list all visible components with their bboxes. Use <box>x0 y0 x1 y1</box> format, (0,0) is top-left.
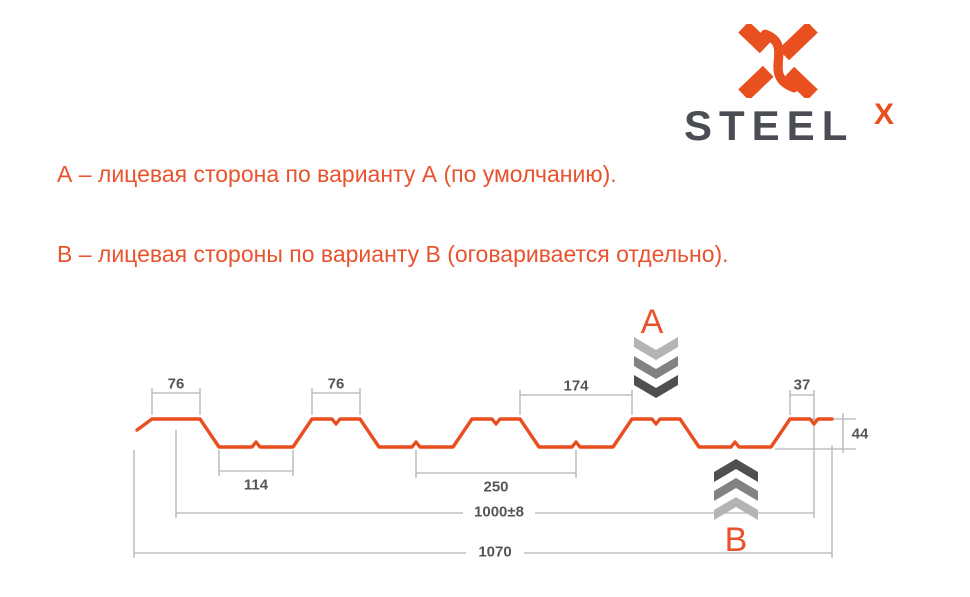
brand-wordmark: STEEL <box>684 102 855 149</box>
dim-edge-rib-label: 37 <box>793 376 811 394</box>
side-a-chevrons-icon <box>634 337 678 398</box>
logo-x-shape <box>738 24 818 98</box>
dim-overall-width-label: 1070 <box>478 543 512 561</box>
dim-valley-opening-label: 174 <box>563 377 589 395</box>
dim-crest1-label: 76 <box>167 375 185 393</box>
dim-height-label: 44 <box>851 425 869 443</box>
profile-outline <box>135 417 834 449</box>
dim-working-width-label: 1000±8 <box>474 503 524 521</box>
note-variant-a: А – лицевая сторона по варианту А (по ум… <box>57 161 617 187</box>
side-b-chevrons-icon <box>714 459 758 520</box>
steelx-logo-icon <box>738 24 818 98</box>
dim-pitch-label: 250 <box>483 478 509 496</box>
side-a-marker: A <box>640 303 664 341</box>
dim-crest2-label: 76 <box>327 375 345 393</box>
note-variant-b: В – лицевая стороны по варианту В (огова… <box>57 241 729 267</box>
side-b-marker: B <box>724 521 748 559</box>
dim-valley-bottom-label: 114 <box>243 476 269 494</box>
brand-x-superscript: X <box>874 98 895 131</box>
